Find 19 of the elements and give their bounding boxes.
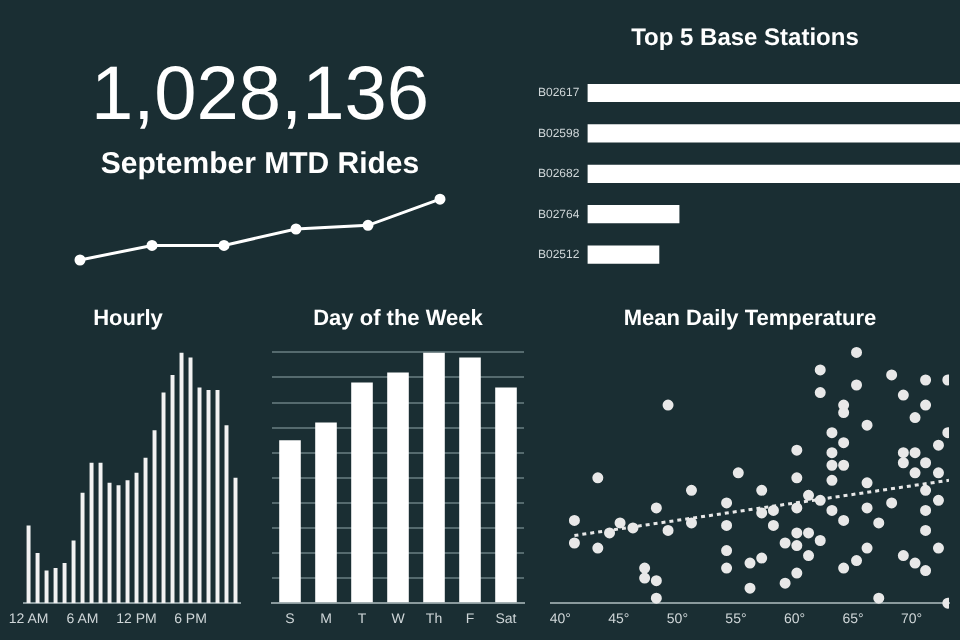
bar: [459, 357, 481, 603]
bar: [495, 387, 517, 603]
chart-title: Top 5 Base Stations: [631, 23, 860, 52]
bar: [351, 382, 373, 603]
bar: [279, 440, 301, 603]
point: [362, 219, 374, 231]
chart-title: 1,028,136: [90, 52, 430, 137]
bar: [315, 422, 337, 603]
chart-title: Day of the Week: [313, 307, 485, 332]
point: [218, 239, 230, 251]
point: [290, 223, 302, 235]
point: [146, 239, 158, 251]
chart-title: Mean Daily Temperature: [623, 307, 877, 332]
chart-subtitle: September MTD Rides: [100, 147, 420, 182]
chart-title: Hourly: [93, 307, 165, 332]
point: [434, 193, 446, 205]
point: [74, 254, 86, 266]
bar: [423, 352, 445, 603]
bar: [387, 372, 409, 603]
